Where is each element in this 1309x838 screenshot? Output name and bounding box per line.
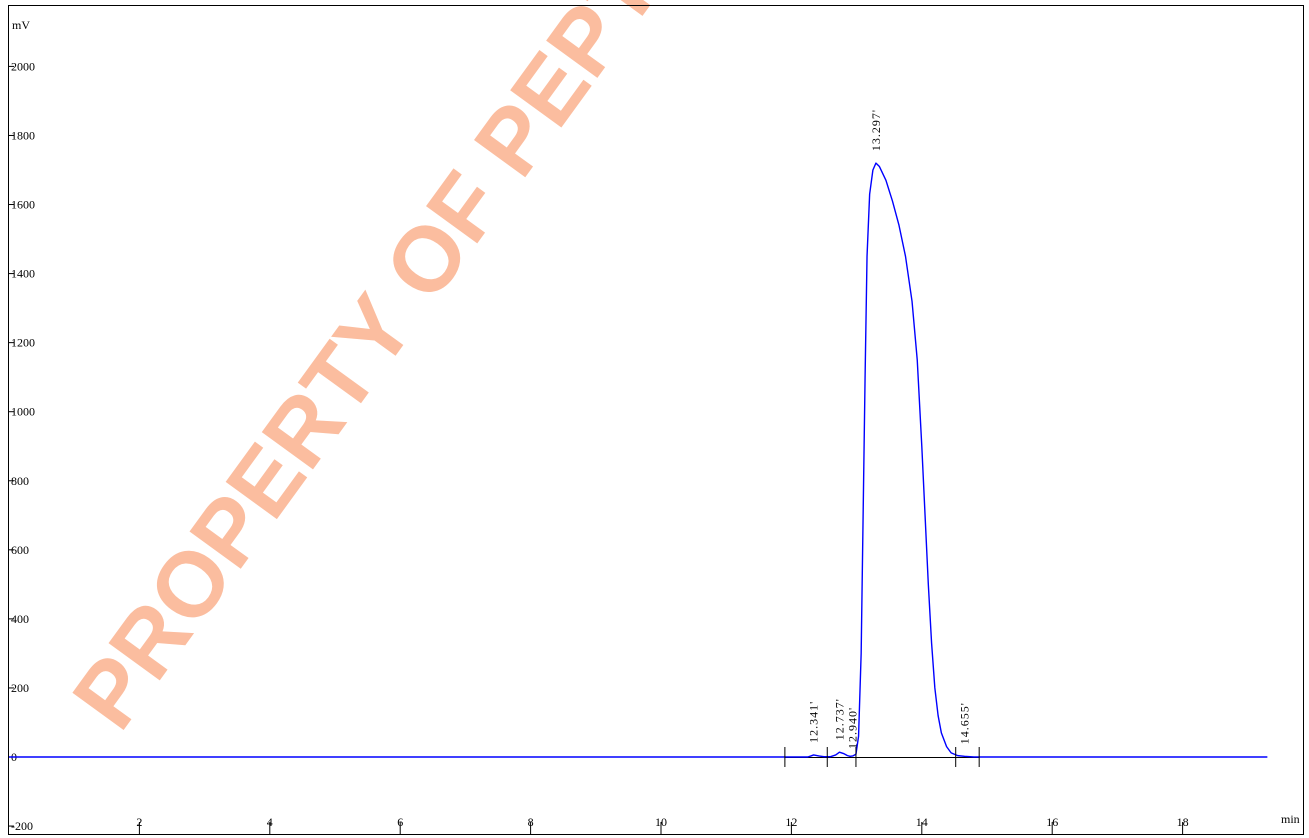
y-tick-label: -200 — [11, 819, 33, 833]
peak-label: 12.940' — [846, 707, 860, 749]
series-line — [9, 162, 1268, 758]
peak-labels: 12.341' 12.737' 12.940' 13.297' 14.655' — [807, 109, 972, 749]
peak-label: 14.655' — [958, 702, 972, 744]
x-tick-label: 12 — [785, 815, 797, 829]
x-tick-label: 14 — [916, 815, 928, 829]
y-tick-label: 800 — [11, 474, 29, 488]
x-tick-label: 8 — [528, 815, 534, 829]
y-tick-label: 2000 — [11, 59, 35, 73]
y-unit-label: mV — [12, 18, 30, 32]
x-tick-label: 6 — [397, 815, 403, 829]
y-tick-label: 400 — [11, 612, 29, 626]
peak-label: 12.341' — [807, 701, 821, 743]
watermark: PROPERTY OF PEPTIDES — [54, 0, 806, 747]
y-tick-label: 200 — [11, 681, 29, 695]
x-tick-label: 4 — [267, 815, 273, 829]
y-tick-label: 1800 — [11, 128, 35, 142]
y-axis: 2000180016001400120010008006004002000-20… — [8, 59, 35, 833]
watermark-text: PROPERTY OF PEPTIDES — [54, 0, 806, 747]
series-group — [9, 162, 1268, 758]
peak-label: 13.297' — [869, 109, 883, 151]
peak-label: 12.737' — [833, 698, 847, 740]
plot-border — [8, 5, 1304, 835]
x-tick-label: 18 — [1177, 815, 1189, 829]
x-tick-label: 16 — [1046, 815, 1058, 829]
y-tick-label: 1400 — [11, 267, 35, 281]
integration-markers — [784, 747, 980, 767]
x-tick-label: 10 — [655, 815, 667, 829]
y-tick-label: 1600 — [11, 198, 35, 212]
y-tick-label: 600 — [11, 543, 29, 557]
plot-frame — [8, 5, 1304, 835]
x-unit-label: min — [1281, 812, 1300, 826]
x-tick-label: 2 — [136, 815, 142, 829]
y-tick-label: 1000 — [11, 405, 35, 419]
y-tick-label: 1200 — [11, 336, 35, 350]
x-axis: 2 4 6 8 10 12 14 16 18 — [136, 815, 1189, 834]
